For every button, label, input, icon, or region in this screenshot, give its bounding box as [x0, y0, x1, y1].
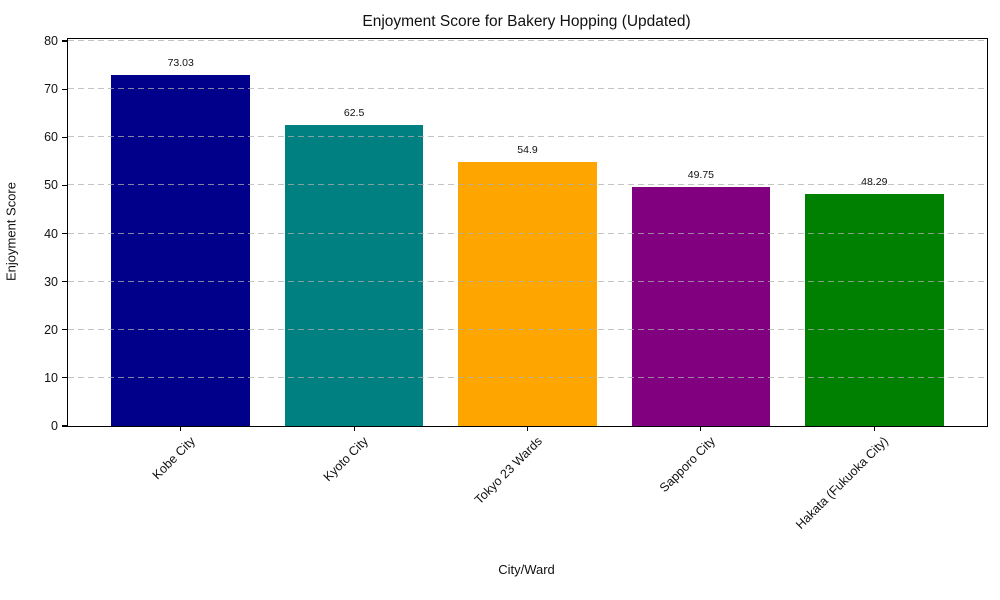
y-axis-label: Enjoyment Score: [3, 182, 19, 281]
y-tick-label: 30: [44, 274, 58, 289]
x-axis-label: City/Ward: [498, 562, 555, 577]
gridline: [68, 328, 987, 330]
y-tick-label: 40: [44, 226, 58, 241]
y-tick-label: 60: [44, 130, 58, 145]
y-tick-mark: [62, 377, 68, 379]
chart-title: Enjoyment Score for Bakery Hopping (Upda…: [362, 13, 691, 30]
y-tick-mark: [62, 425, 68, 427]
x-tick-label: Kyoto City: [320, 434, 371, 485]
x-tick-label: Sapporo City: [656, 434, 718, 495]
plot-area: 0 10 20 30 40 50 60 70 80 73.03 Kobe City 62.5 Kyoto…: [44, 34, 988, 532]
x-tick-mark: [526, 426, 529, 431]
bar-value-label: 49.75: [687, 168, 715, 181]
bar: [804, 193, 944, 426]
bar-value-label: 48.29: [861, 175, 888, 188]
y-tick-mark: [62, 136, 68, 138]
x-tick-label: Kobe City: [149, 434, 198, 483]
bar: [111, 74, 251, 426]
y-tick-label: 70: [44, 82, 58, 97]
gridline: [68, 88, 987, 90]
y-tick-mark: [62, 40, 68, 42]
y-tick-mark: [62, 232, 68, 235]
x-tick-label: Tokyo 23 Wards: [471, 434, 545, 507]
y-tick-mark: [62, 88, 68, 90]
gridline: [68, 376, 987, 378]
x-tick-label: Hakata (Fukuoka City): [793, 434, 892, 532]
x-tick-mark: [353, 426, 355, 431]
y-tick-mark: [62, 184, 68, 186]
bar-value-label: 54.9: [517, 143, 538, 156]
gridline: [68, 232, 987, 234]
y-tick-mark: [62, 281, 68, 283]
bar: [631, 186, 771, 426]
gridline: [68, 40, 987, 41]
y-tick-label: 50: [44, 178, 58, 193]
y-tick-label: 80: [44, 34, 58, 48]
gridline: [68, 136, 987, 138]
x-tick-mark: [180, 426, 182, 431]
x-tick-mark: [700, 426, 702, 431]
y-tick-label: 10: [44, 370, 58, 385]
y-tick-label: 0: [51, 419, 58, 433]
bar: [284, 125, 424, 426]
y-tick-label: 20: [44, 322, 58, 337]
bar-value-label: 62.5: [343, 107, 365, 120]
gridline: [68, 280, 987, 282]
y-tick-mark: [62, 329, 68, 331]
bar-value-label: 73.03: [167, 56, 194, 69]
bar: [458, 161, 597, 426]
gridline: [68, 184, 987, 186]
x-tick-mark: [873, 426, 875, 431]
